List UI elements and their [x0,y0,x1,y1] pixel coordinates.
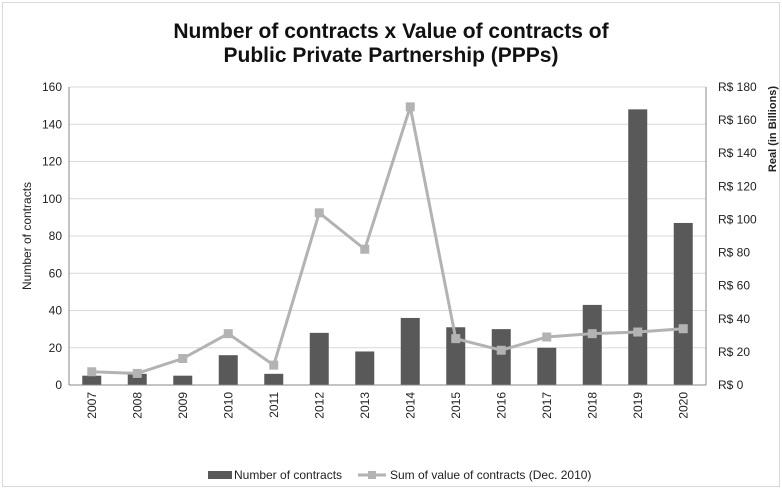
y-left-tick-label: 60 [49,266,63,280]
bar [355,351,375,385]
x-tick-label: 2020 [676,392,690,419]
y-left-tick-label: 140 [42,117,62,131]
y-right-tick-label: R$ 140 [718,146,757,160]
bar [628,109,648,385]
y-axis-left-label: Number of contracts [20,182,34,290]
bar [673,222,693,385]
y-left-tick-label: 40 [49,304,63,318]
bar-series [82,109,693,385]
x-tick-label: 2017 [540,392,554,419]
left-axis-ticks: 0 20 40 60 80 100 120 140 160 [42,80,62,392]
line-marker [587,329,597,339]
y-left-tick-label: 0 [55,378,62,392]
x-tick-label: 2008 [130,392,144,419]
bar [582,304,602,385]
y-right-tick-label: R$ 180 [718,80,757,94]
x-tick-label: 2013 [358,392,372,419]
y-left-tick-label: 20 [49,341,63,355]
y-right-tick-label: R$ 20 [718,345,750,359]
y-right-tick-label: R$ 160 [718,113,757,127]
line-marker [451,334,461,344]
bar [82,375,102,385]
line-series [87,102,688,378]
value-line [91,106,684,375]
y-right-tick-label: R$ 120 [718,179,757,193]
legend-bar-swatch [208,471,232,479]
bar [173,375,193,385]
y-axis-right-label: Real (in Billions) [767,86,779,173]
line-marker [496,345,506,355]
x-tick-label: 2018 [585,392,599,419]
y-right-tick-label: R$ 0 [718,378,744,392]
x-tick-label: 2007 [85,392,99,419]
chart-title-line1: Number of contracts x Value of contracts… [173,20,609,43]
x-tick-label: 2009 [176,392,190,419]
line-marker [269,360,279,370]
y-right-tick-label: R$ 80 [718,246,750,260]
bar [218,355,238,385]
chart-title: Number of contracts x Value of contracts… [0,20,782,68]
line-marker [405,102,415,112]
legend-line-label: Sum of value of contracts (Dec. 2010) [390,468,591,482]
axes [68,87,707,386]
x-tick-label: 2019 [631,392,645,419]
x-tick-label: 2015 [449,392,463,419]
x-tick-label: 2016 [494,392,508,419]
y-left-tick-label: 160 [42,80,62,94]
y-left-tick-label: 80 [49,229,63,243]
bar [446,327,466,385]
line-marker [542,332,552,342]
legend-bar-label: Number of contracts [234,468,342,482]
bar [537,347,557,385]
chart-title-line2: Public Private Partnership (PPPs) [223,44,559,67]
bar [264,373,284,385]
y-right-tick-label: R$ 60 [718,279,750,293]
y-right-tick-label: R$ 40 [718,312,750,326]
x-tick-label: 2012 [312,392,326,419]
line-marker [633,327,643,337]
line-marker [178,354,188,364]
x-axis-ticks: 2007 2008 2009 2010 2011 2012 2013 2014 2015 2016… [85,392,691,419]
y-left-tick-label: 100 [42,192,62,206]
bar [400,317,420,385]
line-marker [87,367,97,377]
x-tick-label: 2014 [403,392,417,419]
line-marker [223,329,233,339]
x-tick-label: 2010 [221,392,235,419]
bar [309,332,329,385]
bar [491,329,511,385]
line-marker [132,368,142,378]
line-marker [314,208,324,218]
legend: Number of contracts Sum of value of cont… [208,468,591,482]
grid-lines [69,86,706,349]
legend-line-marker [368,471,376,479]
line-marker [678,324,688,334]
right-axis-ticks: R$ 0 R$ 20 R$ 40 R$ 60 R$ 80 R$ 100 R$ 120 R$ 1… [718,80,757,392]
line-marker [360,244,370,254]
bar [127,373,147,385]
y-left-tick-label: 120 [42,155,62,169]
y-right-tick-label: R$ 100 [718,212,757,226]
x-tick-label: 2011 [267,392,281,418]
